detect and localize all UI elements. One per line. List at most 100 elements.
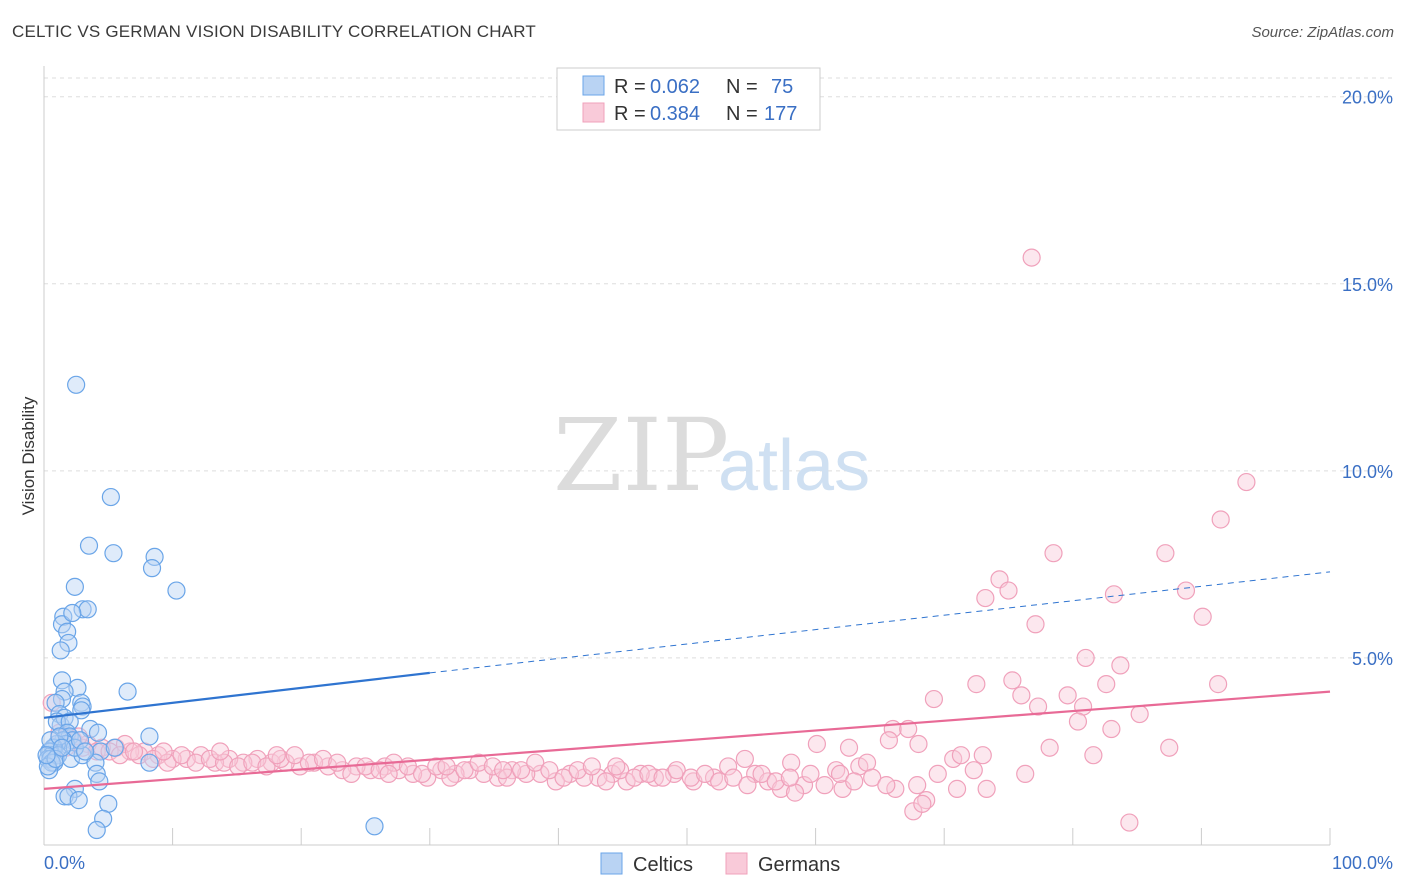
celtics-point: [52, 738, 72, 757]
celtics-point: [59, 633, 78, 653]
germans-point: [596, 772, 616, 791]
celtics-trend-line: [43, 671, 430, 719]
germans-point: [681, 768, 700, 787]
germans-point: [928, 764, 947, 784]
germans-point: [913, 794, 932, 813]
germans-point: [782, 753, 801, 772]
germans-point: [735, 749, 754, 769]
germans-point: [512, 761, 531, 780]
celtics-point: [142, 559, 162, 578]
germans-point: [370, 761, 389, 780]
watermark-zip: ZIP: [553, 397, 729, 514]
germans-point: [1193, 607, 1212, 626]
celtics-point: [52, 671, 72, 690]
germans-point: [1058, 686, 1077, 705]
legend-r-label-2: R =: [614, 103, 646, 125]
germans-point: [752, 764, 771, 784]
celtics-point: [37, 746, 56, 765]
celtics-point: [67, 375, 86, 394]
celtics-point: [101, 487, 120, 507]
germans-point: [877, 776, 896, 795]
germans-point: [1102, 719, 1121, 739]
celtics-point: [70, 731, 90, 750]
germans-point: [815, 776, 834, 795]
legend-r-value-2: 0.384: [650, 103, 700, 125]
germans-point: [427, 757, 446, 776]
y-tick-label: 15.0%: [1342, 275, 1393, 295]
germans-point: [568, 761, 587, 780]
source-credit: Source: ZipAtlas.com: [1251, 24, 1394, 41]
germans-point: [483, 757, 502, 776]
germans-point: [469, 753, 488, 772]
germans-point: [710, 772, 729, 791]
watermark: ZIP atlas: [553, 397, 870, 514]
legend-swatch-celtics: [582, 75, 605, 96]
germans-point: [999, 581, 1018, 600]
celtics-point: [54, 607, 73, 626]
germans-point: [1120, 813, 1139, 832]
watermark-atlas: atlas: [718, 426, 870, 506]
germans-point: [356, 757, 375, 776]
y-axis-title: Vision Disability: [19, 396, 38, 515]
germans-point: [738, 776, 757, 795]
germans-point: [625, 768, 644, 787]
bottom-legend-celtics: Celtics: [633, 854, 693, 876]
germans-point: [695, 764, 715, 784]
germans-point: [186, 753, 205, 772]
germans-point: [412, 764, 432, 784]
germans-point: [211, 742, 230, 761]
germans-point: [531, 764, 550, 784]
y-tick-label: 20.0%: [1342, 88, 1393, 108]
germans-point: [285, 746, 304, 765]
celtics-point: [105, 738, 124, 757]
celtics-point: [76, 742, 95, 761]
celtics-point: [65, 577, 84, 596]
trend-lines: [43, 571, 1331, 790]
bottom-legend-germans: Germans: [758, 854, 840, 876]
germans-point: [1016, 764, 1035, 784]
germans-point: [947, 779, 967, 798]
germans-point: [328, 753, 347, 772]
bottom-legend: Celtics Germans: [600, 852, 840, 876]
germans-point: [304, 753, 324, 772]
germans-point: [863, 768, 882, 787]
germans-point: [1104, 585, 1124, 604]
legend-swatch-germans: [582, 102, 605, 123]
germans-point: [1084, 746, 1103, 765]
celtics-point: [60, 712, 79, 731]
germans-point: [924, 689, 944, 709]
germans-point: [494, 761, 513, 780]
germans-point: [437, 757, 456, 776]
germans-point: [540, 761, 559, 780]
germans-series: [42, 248, 1256, 832]
celtics-point: [104, 544, 123, 563]
celtics-point: [118, 682, 137, 701]
germans-point: [639, 764, 658, 784]
celtics-point: [88, 723, 108, 742]
germans-point: [1211, 510, 1230, 529]
celtics-point: [87, 764, 106, 784]
germans-point: [719, 757, 738, 776]
y-tick-label: 5.0%: [1352, 649, 1393, 669]
bottom-legend-swatch-germans: [725, 852, 748, 875]
germans-point: [1209, 675, 1228, 694]
x-tick-label-min: 0.0%: [44, 853, 85, 873]
celtics-point: [140, 727, 159, 746]
germans-point: [526, 753, 545, 772]
legend-r-value-1: 0.062: [650, 76, 700, 98]
germans-point: [1097, 675, 1116, 694]
germans-point: [441, 768, 460, 787]
germans-point: [886, 779, 905, 798]
germans-point: [766, 772, 785, 791]
germans-point: [1160, 738, 1179, 757]
germans-point: [172, 746, 191, 765]
germans-point: [807, 734, 826, 754]
celtics-point: [78, 600, 97, 619]
x-tick-label-max: 100.0%: [1332, 853, 1393, 873]
germans-point: [379, 764, 398, 784]
bottom-legend-swatch-celtics: [600, 852, 623, 875]
germans-point: [1068, 712, 1088, 731]
germans-point: [243, 753, 262, 772]
germans-point: [607, 757, 626, 776]
